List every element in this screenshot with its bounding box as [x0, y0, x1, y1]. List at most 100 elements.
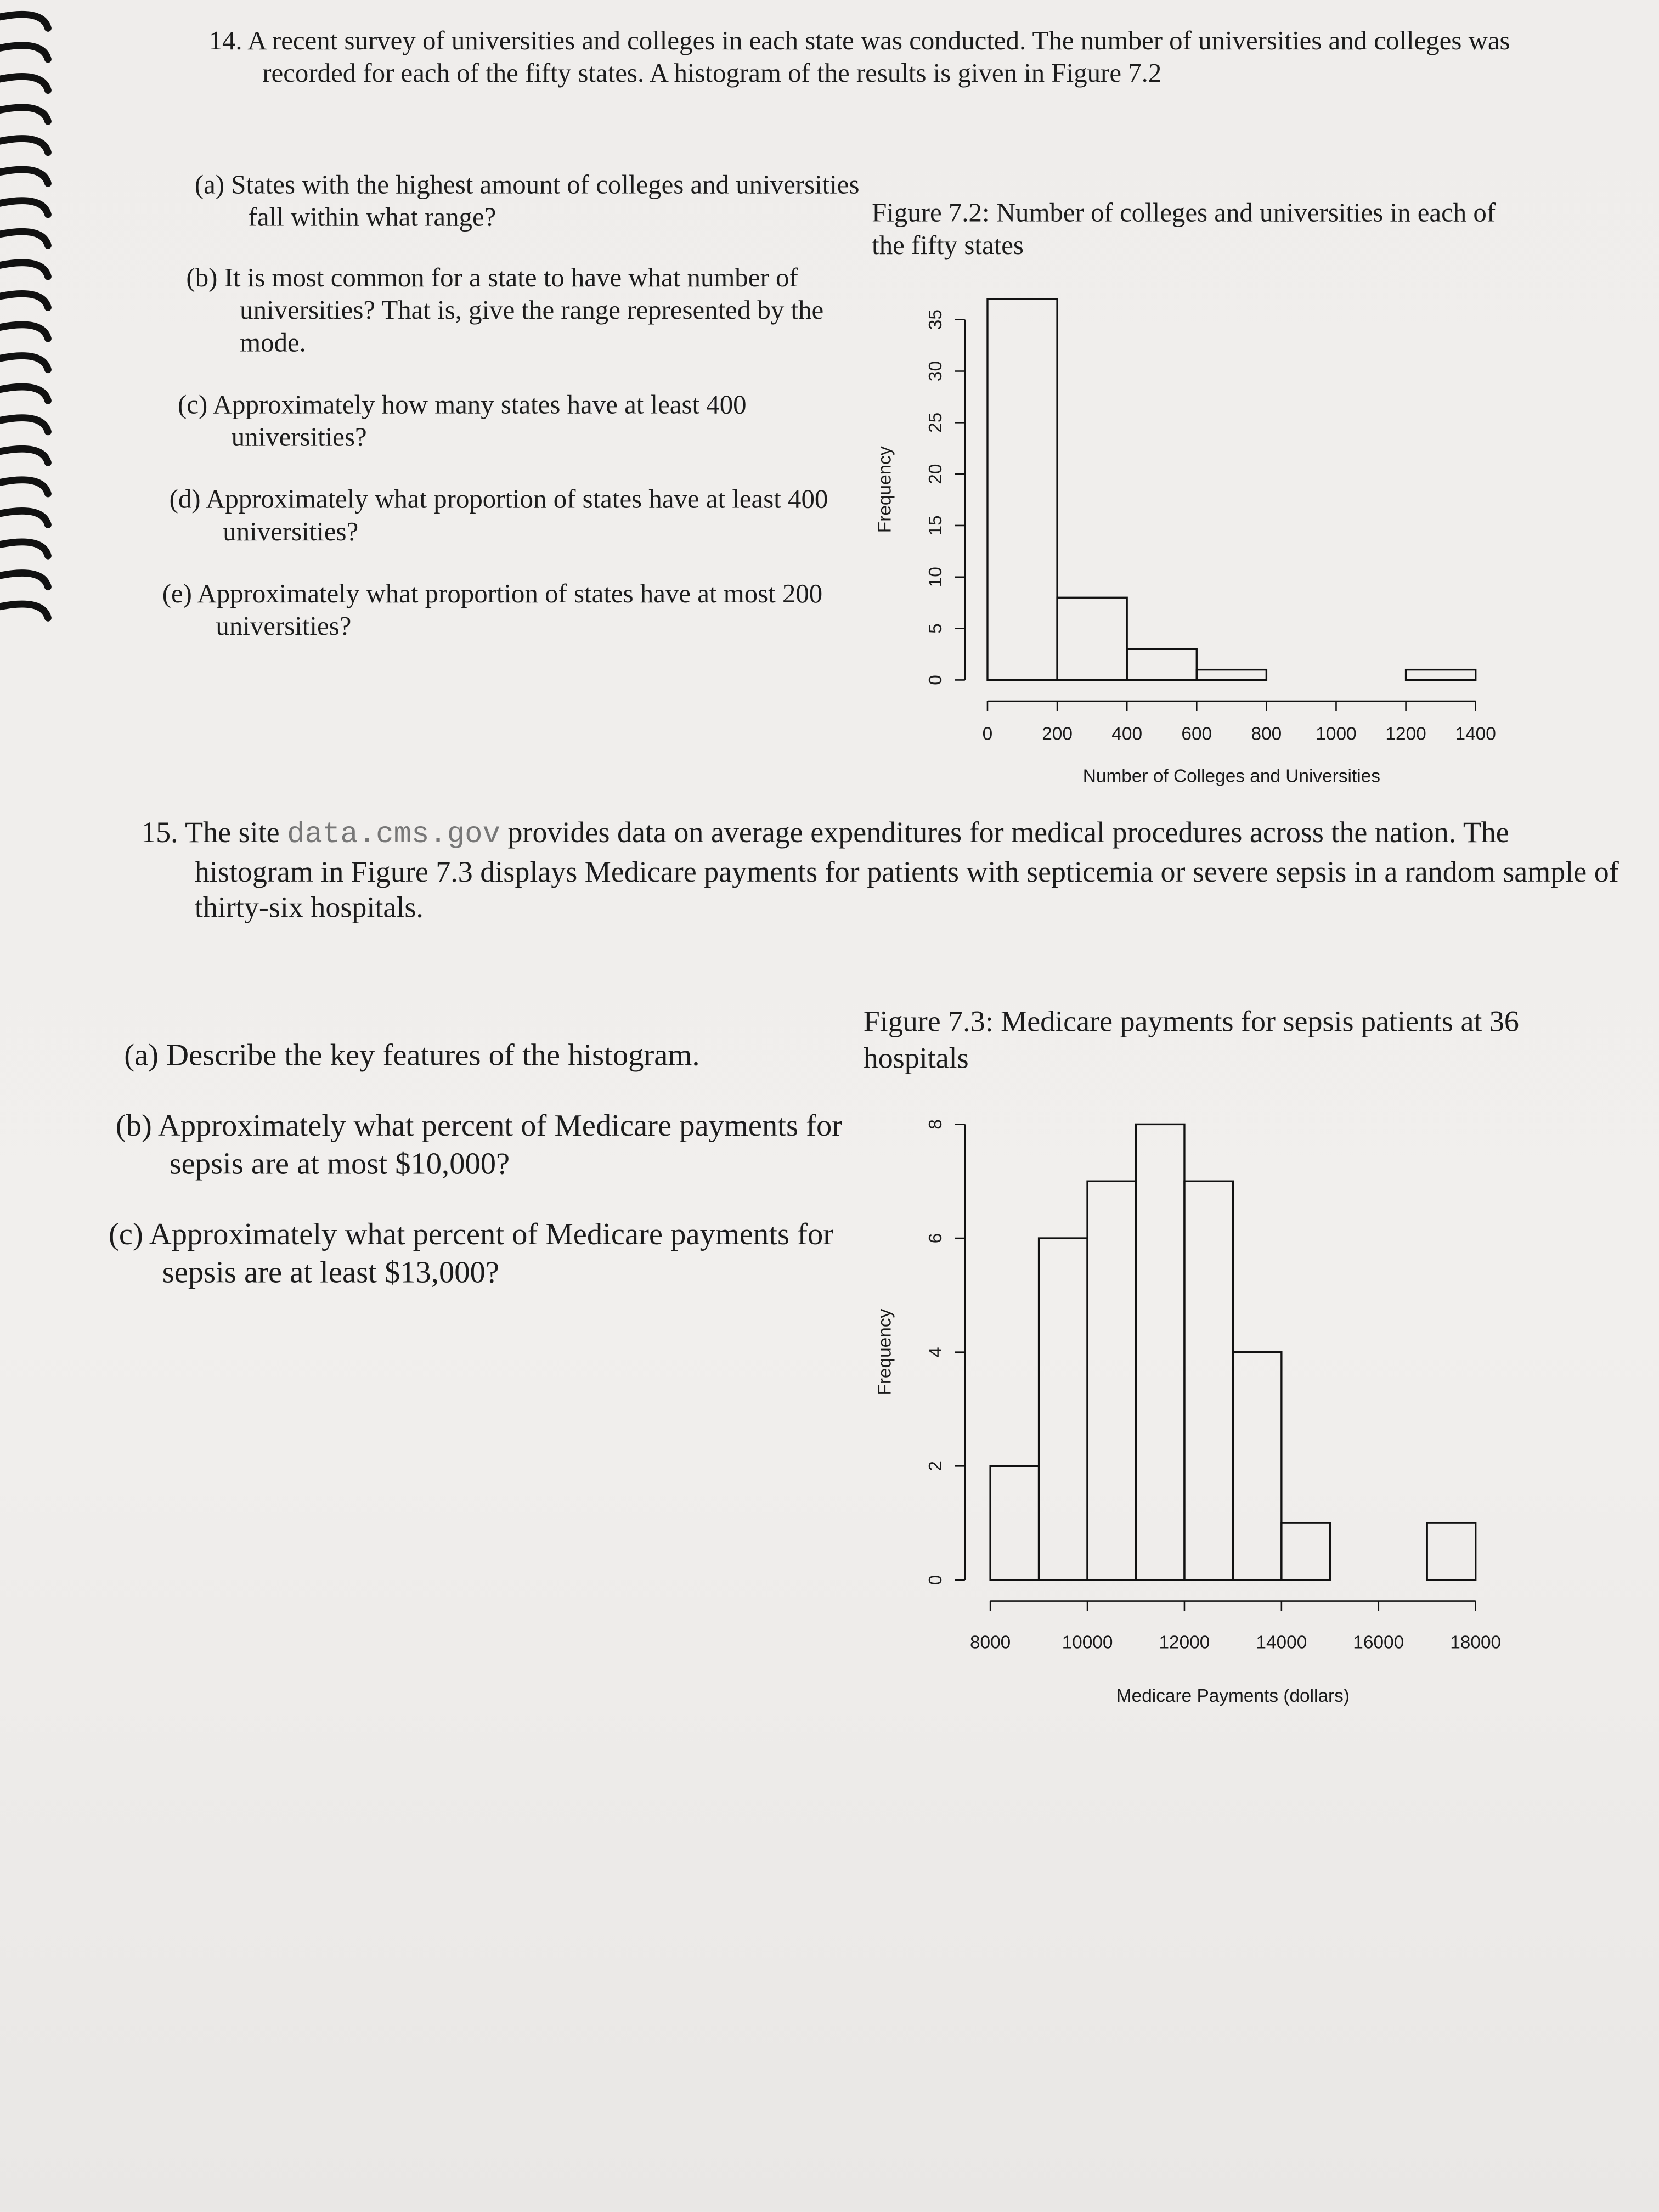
binding-ring — [0, 10, 52, 32]
problem-14: 14. A recent survey of universities and … — [209, 25, 1582, 91]
part: (d) Approximately what proportion of sta… — [170, 484, 879, 549]
y-tick-label: 8 — [926, 1119, 946, 1130]
part-text: States with the highest amount of colleg… — [231, 171, 860, 233]
histogram-bar — [1086, 1180, 1137, 1581]
y-tick-label: 0 — [926, 1575, 946, 1585]
part: (a) States with the highest amount of co… — [195, 170, 883, 235]
y-tick-label: 20 — [926, 464, 946, 484]
problem-text: The site — [185, 815, 280, 849]
part-text: Approximately what proportion of states … — [206, 485, 828, 548]
histogram-bar — [989, 1465, 1040, 1581]
histogram: 0 2 4 6 8 8000 10000 12000 14000 16000 18000 Medica… — [875, 1119, 1501, 1706]
part-label: (b) — [186, 263, 218, 294]
part-label: (d) — [169, 485, 201, 515]
x-tick-label: 1400 — [1455, 724, 1496, 744]
binding-ring — [0, 383, 52, 404]
binding-ring — [0, 321, 52, 342]
binding-ring — [0, 42, 52, 63]
part-text: It is most common for a state to have wh… — [224, 263, 824, 359]
x-tick-label: 10000 — [1062, 1633, 1113, 1653]
y-tick-label: 35 — [926, 309, 946, 330]
part-text: Approximately how many states have at le… — [212, 391, 747, 453]
part-text: Describe the key features of the histogr… — [166, 1036, 700, 1073]
y-tick-label: 30 — [926, 361, 946, 381]
code-text: data.cms.gov — [287, 819, 501, 853]
part-text: Approximately what percent of Medicare p… — [157, 1107, 843, 1181]
y-tick-label: 6 — [926, 1233, 946, 1244]
y-tick-label: 10 — [926, 567, 946, 587]
y-axis-label: Frequency — [875, 1308, 895, 1395]
x-tick-label: 14000 — [1256, 1633, 1307, 1653]
y-tick-label: 4 — [926, 1347, 946, 1357]
x-axis-label: Medicare Payments (dollars) — [1116, 1686, 1350, 1706]
problem-number: 14. — [208, 26, 242, 57]
part-label: (a) — [194, 171, 225, 201]
binding-ring — [0, 414, 52, 436]
y-tick-label: 15 — [926, 515, 946, 535]
x-tick-label: 400 — [1111, 724, 1142, 744]
part: (c) Approximately what percent of Medica… — [109, 1216, 874, 1292]
histogram-bar — [1056, 596, 1128, 681]
x-axis-label: Number of Colleges and Universities — [1083, 766, 1380, 787]
part-text: Approximately what percent of Medicare p… — [149, 1216, 834, 1289]
binding-ring — [0, 290, 52, 311]
binding-ring — [0, 476, 52, 498]
problem-text: A recent survey of universities and coll… — [247, 26, 1510, 89]
part: (b) Approximately what percent of Medica… — [116, 1108, 874, 1183]
histogram: 0 5 10 15 20 25 30 35 0 200 400 600 800 1000 1200 1400 N… — [875, 298, 1496, 787]
x-tick-label: 1200 — [1385, 724, 1426, 744]
x-tick-label: 1000 — [1316, 724, 1356, 744]
x-tick-label: 0 — [983, 724, 993, 744]
problem-15: 15. The site data.cms.gov provides data … — [141, 815, 1622, 927]
binding-ring — [0, 538, 52, 560]
histogram-bar — [1404, 668, 1477, 681]
x-tick-label: 18000 — [1450, 1633, 1501, 1653]
binding-ring — [0, 72, 52, 94]
x-tick-label: 12000 — [1159, 1633, 1210, 1653]
part-label: (a) — [124, 1036, 159, 1073]
histogram-bar — [1037, 1237, 1088, 1581]
part: (a) Describe the key features of the his… — [124, 1037, 883, 1075]
histogram-bar — [1195, 668, 1268, 681]
y-tick-label: 2 — [926, 1461, 946, 1471]
y-tick-label: 0 — [926, 675, 946, 685]
part-label: (c) — [108, 1216, 143, 1251]
figure-caption: Figure 7.3: Medicare payments for sepsis… — [863, 1004, 1519, 1075]
binding-ring — [0, 104, 52, 125]
figure-caption: Figure 7.2: Number of colleges and unive… — [872, 199, 1496, 262]
problem-text: provides data on average expenditures fo… — [194, 815, 1619, 924]
part: (e) Approximately what proportion of sta… — [162, 578, 879, 644]
spiral-binding — [0, 10, 52, 622]
binding-ring — [0, 600, 52, 622]
x-tick-label: 8000 — [970, 1633, 1011, 1653]
y-axis-label: Frequency — [875, 446, 895, 533]
histogram-bar — [986, 298, 1058, 681]
binding-ring — [0, 569, 52, 591]
histogram-bar — [1232, 1351, 1283, 1581]
x-tick-label: 16000 — [1353, 1633, 1404, 1653]
histogram-bar — [1426, 1522, 1477, 1581]
problem-number: 15. — [141, 815, 178, 849]
part: (b) It is most common for a state to hav… — [186, 262, 882, 360]
histogram-bar — [1280, 1522, 1331, 1581]
part-text: Approximately what proportion of states … — [197, 579, 823, 642]
part: (c) Approximately how many states have a… — [178, 390, 881, 455]
x-tick-label: 200 — [1042, 724, 1073, 744]
histogram-bar — [1135, 1123, 1186, 1581]
binding-ring — [0, 259, 52, 280]
binding-ring — [0, 507, 52, 528]
part-label: (e) — [162, 579, 192, 610]
binding-ring — [0, 166, 52, 187]
x-tick-label: 600 — [1181, 724, 1212, 744]
y-tick-label: 25 — [926, 413, 946, 433]
binding-ring — [0, 445, 52, 466]
binding-ring — [0, 135, 52, 156]
x-tick-label: 800 — [1251, 724, 1282, 744]
histogram-bar — [1126, 648, 1198, 681]
y-tick-label: 5 — [926, 623, 946, 634]
binding-ring — [0, 352, 52, 374]
part-label: (c) — [177, 391, 208, 421]
histogram-bar — [1183, 1180, 1234, 1581]
